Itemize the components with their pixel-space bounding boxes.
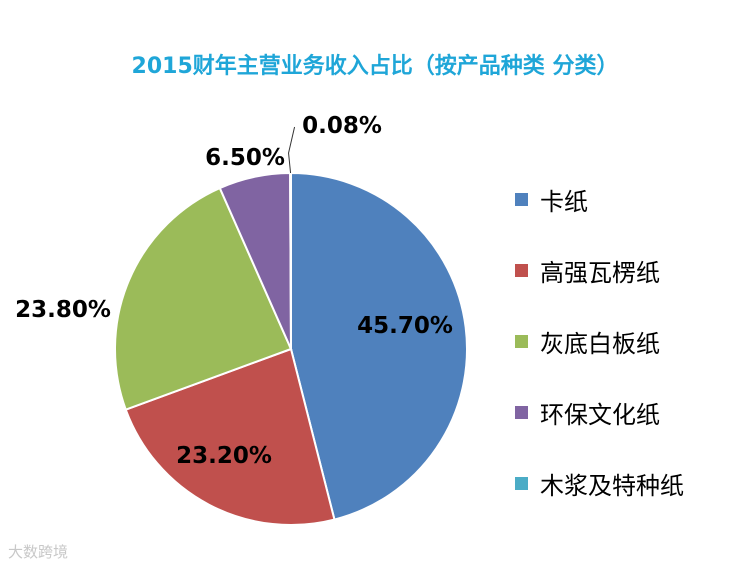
legend-label: 灰底白板纸: [540, 330, 660, 358]
leader-lines: [288, 126, 296, 174]
legend-swatch: [515, 335, 528, 348]
data-label: 23.80%: [15, 297, 111, 323]
data-label: 45.70%: [357, 313, 453, 339]
data-label: 23.20%: [176, 443, 272, 469]
pie-slice: [124, 347, 336, 526]
legend-swatch: [515, 406, 528, 419]
legend-item: 灰底白板纸: [515, 306, 684, 377]
legend-swatch: [515, 477, 528, 490]
legend-item: 环保文化纸: [515, 377, 684, 448]
leader-line: [288, 126, 296, 174]
data-labels: 45.70% 23.20% 23.80% 6.50% 0.08%: [15, 113, 453, 469]
data-label: 0.08%: [302, 113, 382, 139]
legend-label: 环保文化纸: [540, 401, 660, 429]
pie-slice: [290, 171, 468, 521]
chart-title: 2015财年主营业务收入占比（按产品种类 分类）: [131, 54, 619, 79]
watermark: 大数跨境: [8, 543, 69, 561]
legend-label: 卡纸: [540, 188, 588, 216]
legend-item: 卡纸: [515, 164, 684, 235]
legend-swatch: [515, 264, 528, 277]
legend-label: 高强瓦楞纸: [540, 259, 660, 287]
legend-label: 木浆及特种纸: [540, 472, 684, 500]
pie-slices: [114, 171, 468, 526]
data-label: 6.50%: [205, 145, 285, 171]
pie-slice: [114, 186, 293, 411]
pie-slice: [289, 171, 292, 350]
legend: 卡纸高强瓦楞纸灰底白板纸环保文化纸木浆及特种纸: [515, 164, 684, 519]
legend-item: 高强瓦楞纸: [515, 235, 684, 306]
legend-swatch: [515, 193, 528, 206]
legend-item: 木浆及特种纸: [515, 448, 684, 519]
